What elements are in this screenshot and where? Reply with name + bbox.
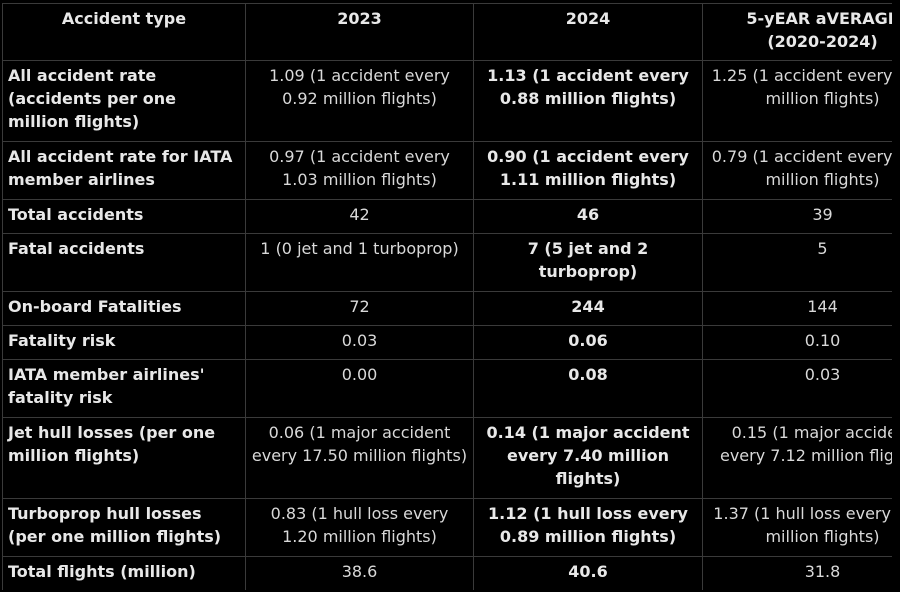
cell-2023: 38.6 bbox=[245, 556, 474, 590]
cell-2023: 0.00 bbox=[245, 359, 474, 418]
cell-2024: 1.13 (1 accident every 0.88 million flig… bbox=[473, 60, 703, 142]
accident-stats-table: Accident type 2023 2024 5-yEAR aVERAGE (… bbox=[2, 3, 900, 590]
cell-2023: 0.03 bbox=[245, 325, 474, 360]
row-label: Fatal accidents bbox=[2, 233, 246, 292]
table-row: All accident rate (accidents per one mil… bbox=[2, 60, 900, 142]
table-row: On-board Fatalities 72 244 144 bbox=[2, 291, 900, 326]
cell-2023: 1.09 (1 accident every 0.92 million flig… bbox=[245, 60, 474, 142]
table-row: IATA member airlines' fatality risk 0.00… bbox=[2, 359, 900, 418]
accident-stats-table-container: Accident type 2023 2024 5-yEAR aVERAGE (… bbox=[2, 3, 900, 590]
table-header-row: Accident type 2023 2024 5-yEAR aVERAGE (… bbox=[2, 3, 900, 61]
row-label: All accident rate (accidents per one mil… bbox=[2, 60, 246, 142]
cell-average: 0.15 (1 major accident every 7.12 millio… bbox=[702, 417, 900, 499]
table-row: Turboprop hull losses (per one million f… bbox=[2, 498, 900, 557]
table-row: Total flights (million) 38.6 40.6 31.8 bbox=[2, 556, 900, 590]
cell-average: 5 bbox=[702, 233, 900, 292]
table-row: Jet hull losses (per one million flights… bbox=[2, 417, 900, 499]
cell-average: 0.10 bbox=[702, 325, 900, 360]
header-label: 2024 bbox=[565, 9, 611, 28]
row-label: Fatality risk bbox=[2, 325, 246, 360]
cell-2024: 0.90 (1 accident every 1.11 million flig… bbox=[473, 141, 703, 200]
row-label: Total flights (million) bbox=[2, 556, 246, 590]
cell-2023: 42 bbox=[245, 199, 474, 234]
cell-2023: 0.83 (1 hull loss every 1.20 million fli… bbox=[245, 498, 474, 557]
cell-average: 0.03 bbox=[702, 359, 900, 418]
table-row: Total accidents 42 46 39 bbox=[2, 199, 900, 234]
cell-2023: 1 (0 jet and 1 turboprop) bbox=[245, 233, 474, 292]
header-2024: 2024 bbox=[473, 3, 703, 61]
row-label: Turboprop hull losses (per one million f… bbox=[2, 498, 246, 557]
cell-average: 1.37 (1 hull loss every 0.74 million fli… bbox=[702, 498, 900, 557]
header-label: 5-yEAR aVERAGE (2020-2024) bbox=[746, 9, 899, 51]
cell-2024: 244 bbox=[473, 291, 703, 326]
cell-average: 31.8 bbox=[702, 556, 900, 590]
cell-2024: 1.12 (1 hull loss every 0.89 million fli… bbox=[473, 498, 703, 557]
cell-average: 39 bbox=[702, 199, 900, 234]
cell-2024: 0.06 bbox=[473, 325, 703, 360]
cell-average: 1.25 (1 accident every 0.81 million flig… bbox=[702, 60, 900, 142]
table-row: Fatal accidents 1 (0 jet and 1 turboprop… bbox=[2, 233, 900, 292]
row-label: Total accidents bbox=[2, 199, 246, 234]
cell-2024: 46 bbox=[473, 199, 703, 234]
header-five-year-average: 5-yEAR aVERAGE (2020-2024) bbox=[702, 3, 900, 61]
table-row: All accident rate for IATA member airlin… bbox=[2, 141, 900, 200]
cell-2024: 7 (5 jet and 2 turboprop) bbox=[473, 233, 703, 292]
header-label: 2023 bbox=[337, 9, 382, 28]
cell-average: 144 bbox=[702, 291, 900, 326]
cell-2023: 0.06 (1 major accident every 17.50 milli… bbox=[245, 417, 474, 499]
header-label: Accident type bbox=[61, 9, 187, 28]
cell-2023: 72 bbox=[245, 291, 474, 326]
table-row: Fatality risk 0.03 0.06 0.10 bbox=[2, 325, 900, 360]
row-label: All accident rate for IATA member airlin… bbox=[2, 141, 246, 200]
cell-2024: 0.08 bbox=[473, 359, 703, 418]
right-edge-mask bbox=[892, 0, 900, 592]
header-2023: 2023 bbox=[245, 3, 474, 61]
cell-2023: 0.97 (1 accident every 1.03 million flig… bbox=[245, 141, 474, 200]
header-accident-type: Accident type bbox=[2, 3, 246, 61]
row-label: IATA member airlines' fatality risk bbox=[2, 359, 246, 418]
row-label: Jet hull losses (per one million flights… bbox=[2, 417, 246, 499]
cell-average: 0.79 (1 accident every 1.24 million flig… bbox=[702, 141, 900, 200]
cell-2024: 40.6 bbox=[473, 556, 703, 590]
cell-2024: 0.14 (1 major accident every 7.40 millio… bbox=[473, 417, 703, 499]
row-label: On-board Fatalities bbox=[2, 291, 246, 326]
